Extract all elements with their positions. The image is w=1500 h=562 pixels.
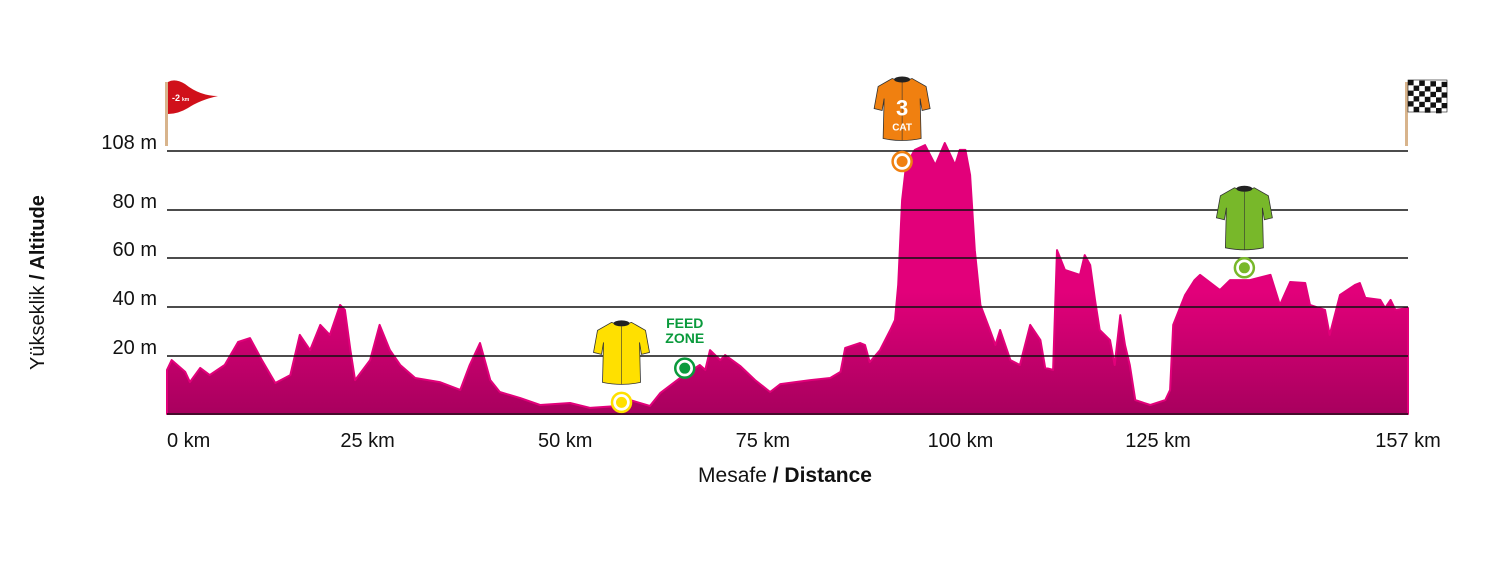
cat3-climb-marker: 3 CAT (873, 76, 931, 173)
checker-square (1441, 81, 1448, 88)
checker-square (1408, 101, 1414, 107)
start-flag: -2 km (165, 80, 218, 146)
y-tick-label: 40 m (113, 288, 157, 310)
y-tick-label: 108 m (101, 132, 157, 154)
x-tick-label: 50 km (538, 430, 592, 452)
marker-dot-icon (679, 362, 691, 374)
flag-icon (168, 80, 218, 114)
marker-dot-icon (896, 156, 908, 168)
feed-zone-label-1: FEED (666, 315, 703, 331)
x-tick-label: 25 km (340, 430, 394, 452)
svg-text:-2km: -2 km (172, 93, 190, 103)
checker-square (1419, 91, 1425, 97)
feed-zone-label-2: ZONE (665, 330, 704, 346)
climb-category-number: 3 (896, 96, 908, 121)
marker-dot-icon (1238, 262, 1250, 274)
marker-dot-icon (616, 396, 628, 408)
x-axis-title: Mesafe / Distance (698, 464, 872, 487)
checker-border (1407, 79, 1448, 113)
x-tick-label: 100 km (928, 430, 994, 452)
yellow-jersey-marker (593, 320, 650, 414)
y-tick-label: 60 m (113, 239, 157, 261)
checker-square (1408, 90, 1414, 96)
checker-square (1436, 108, 1442, 114)
jersey-collar (894, 76, 911, 83)
elevation-area (166, 142, 1409, 415)
checker-square (1430, 102, 1436, 108)
checker-square (1430, 91, 1436, 98)
x-tick-label: 0 km (167, 430, 210, 452)
checker-square (1424, 96, 1431, 103)
x-tick-label: 75 km (736, 430, 790, 452)
checker-square (1413, 85, 1420, 91)
checker-square (1419, 80, 1425, 86)
green-jersey-marker (1215, 185, 1273, 279)
checker-square (1441, 92, 1448, 98)
y-tick-label: 20 m (113, 337, 157, 359)
checker-square (1419, 101, 1425, 108)
jersey-collar (1236, 185, 1253, 192)
x-tick-label: 157 km (1375, 430, 1441, 452)
climb-category-label: CAT (892, 123, 912, 134)
checkered-flag-icon (1407, 79, 1448, 114)
checker-square (1424, 86, 1431, 92)
finish-flag (1405, 79, 1448, 146)
checker-square (1413, 106, 1420, 113)
checker-square (1424, 107, 1431, 113)
checker-square (1408, 80, 1414, 86)
checker-square (1436, 86, 1442, 93)
x-tick-label: 125 km (1125, 430, 1191, 452)
y-axis-title: Yükseklik / Altitude (27, 195, 49, 370)
jersey-collar (613, 320, 630, 327)
checker-square (1430, 81, 1436, 87)
checker-square (1413, 96, 1420, 102)
checker-square (1441, 103, 1448, 109)
checker-square (1436, 97, 1442, 103)
y-tick-label: 80 m (113, 191, 157, 213)
